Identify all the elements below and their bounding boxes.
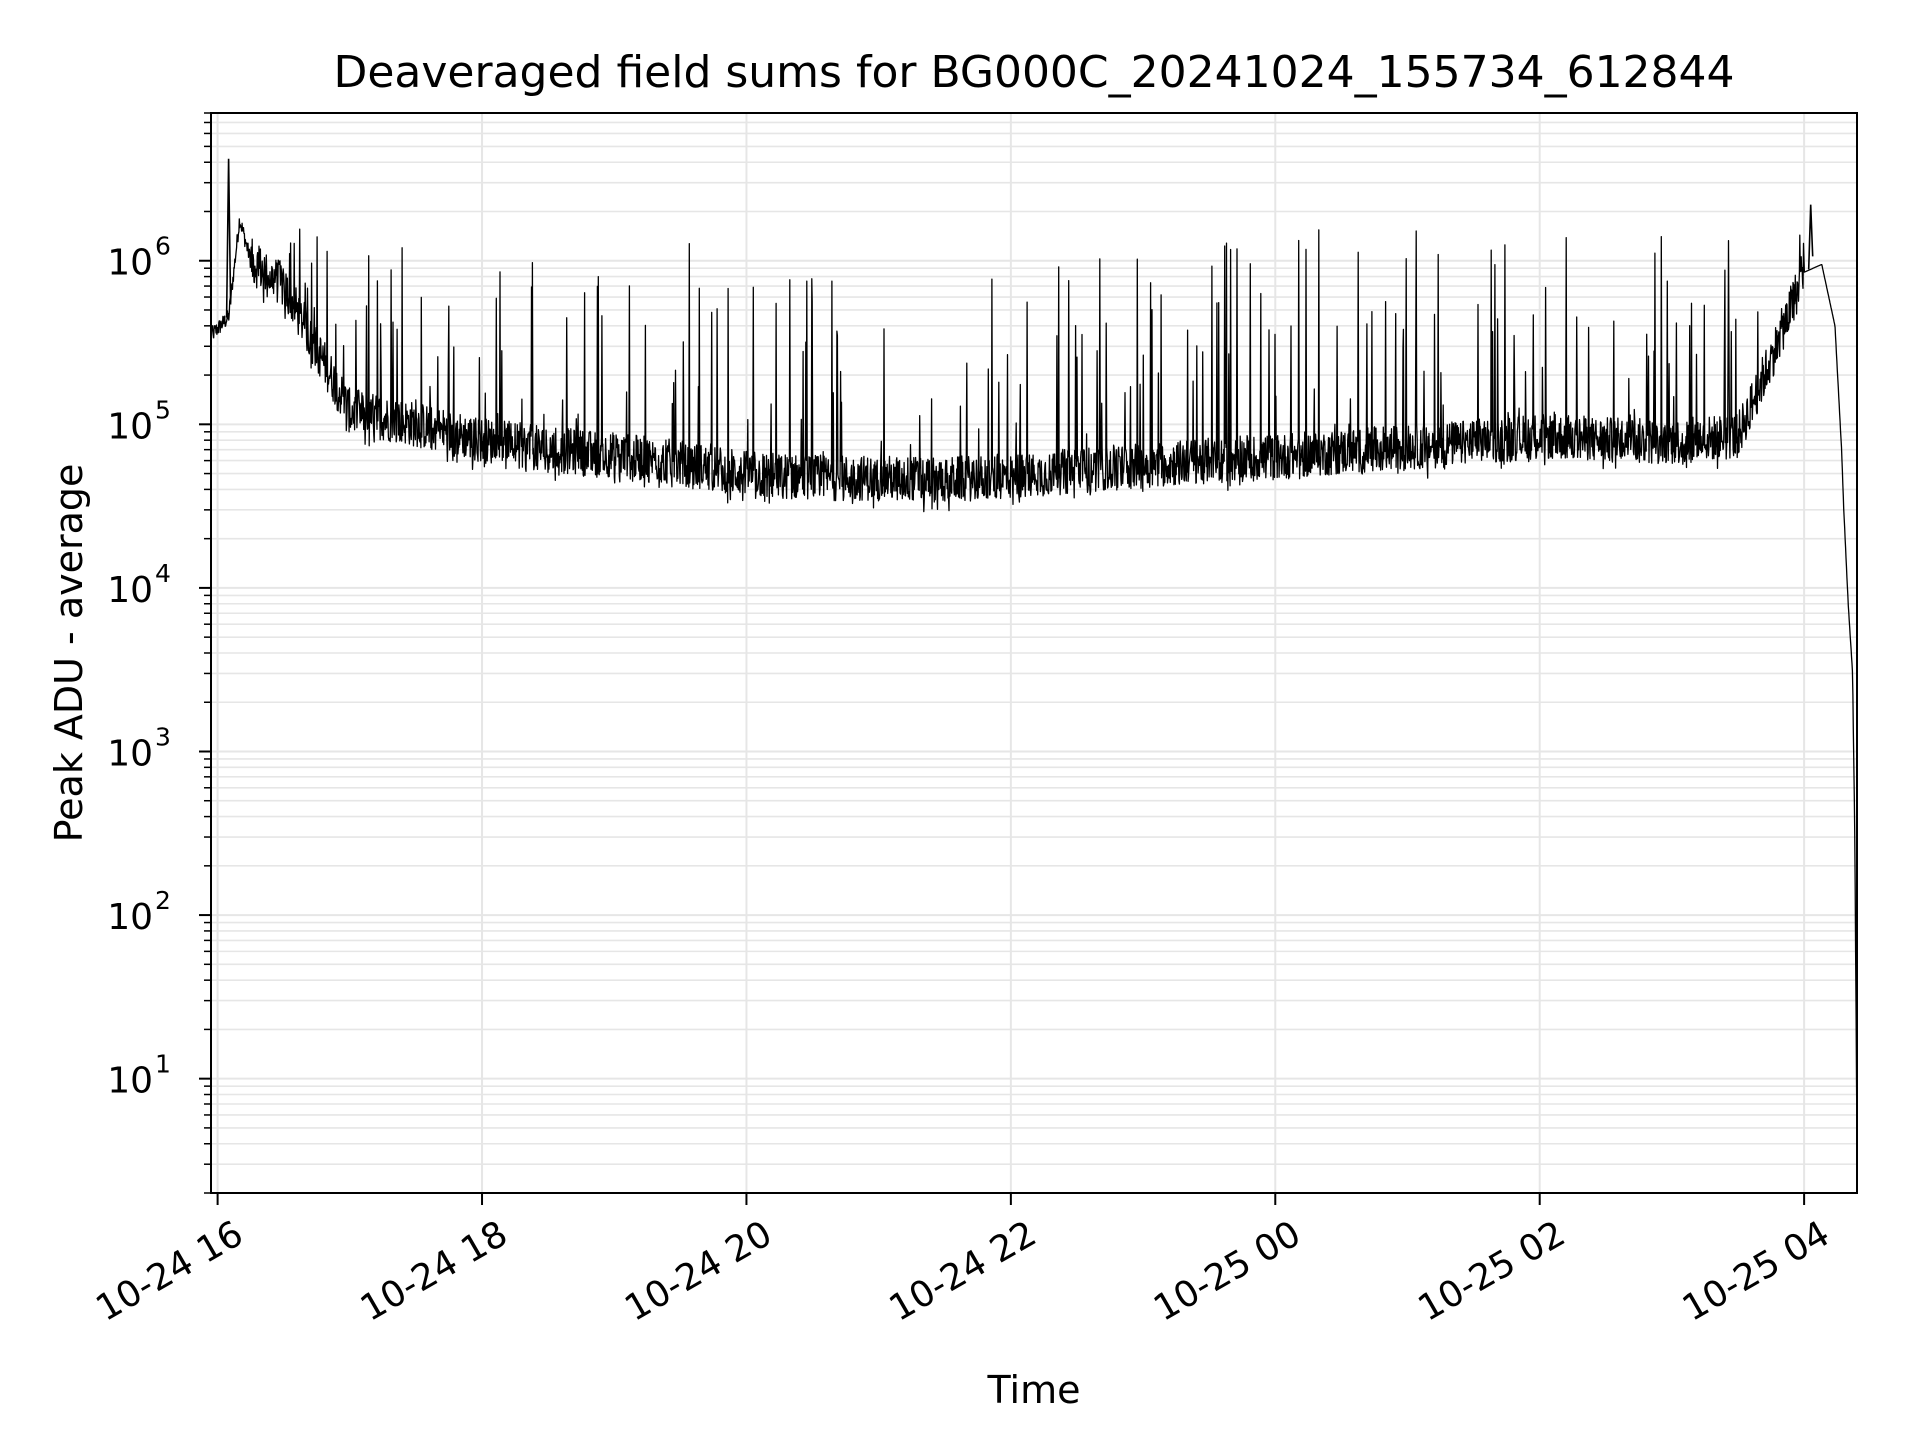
x-tick-label: 10-25 02 (1412, 1213, 1573, 1329)
grid-lines (211, 112, 1857, 1194)
y-tick-exponent: 3 (155, 722, 171, 751)
x-tick-label: 10-25 00 (1147, 1213, 1308, 1329)
x-tick-label: 10-24 18 (354, 1213, 515, 1329)
y-tick-exponent: 4 (155, 559, 171, 588)
y-tick-exponent: 2 (155, 886, 171, 915)
x-tick-label: 10-25 04 (1676, 1213, 1837, 1329)
x-axis-label: Time (987, 1368, 1081, 1412)
y-axis-label: Peak ADU - average (47, 464, 91, 843)
series-trace (210, 218, 1858, 1144)
y-tick-exponent: 5 (155, 395, 171, 424)
x-tick-label: 10-24 22 (883, 1213, 1044, 1329)
x-axis-ticks: 10-24 16 10-24 18 10-24 20 10-24 22 10-25 00… (89, 1193, 1837, 1330)
y-tick-label: 10 (107, 733, 153, 774)
x-tick-label: 10-24 20 (618, 1213, 779, 1329)
y-tick-label: 10 (107, 406, 153, 447)
series-peak (1807, 204, 1814, 270)
y-tick-label: 10 (107, 1061, 153, 1102)
y-tick-exponent: 6 (155, 232, 171, 261)
series-peak (225, 158, 232, 318)
y-tick-label: 10 (107, 570, 153, 611)
x-tick-label: 10-24 16 (89, 1213, 250, 1329)
y-tick-label: 10 (107, 897, 153, 938)
y-tick-exponent: 1 (155, 1050, 171, 1079)
chart-title: Deaveraged field sums for BG000C_2024102… (333, 47, 1734, 98)
y-tick-label: 10 (107, 243, 153, 284)
series-line (210, 158, 1858, 1144)
